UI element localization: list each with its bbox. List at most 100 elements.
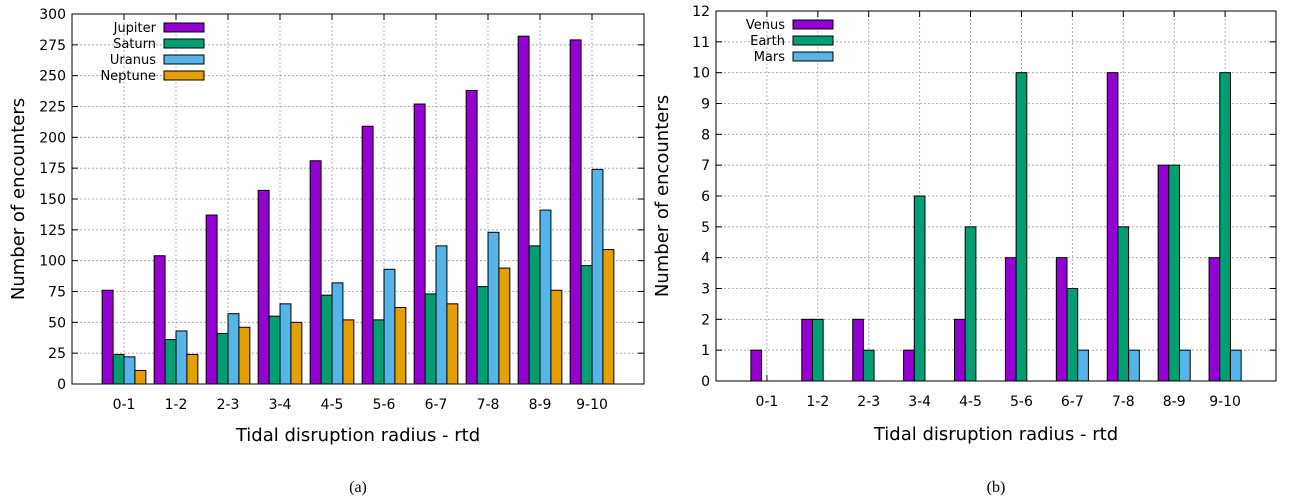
y-tick-label: 0 [701,374,710,390]
bar [580,265,593,385]
bar [465,89,478,385]
y-tick-label: 1 [701,343,710,359]
y-tick-label: 10 [692,66,710,82]
bar [954,318,966,382]
bar [498,267,511,385]
y-axis-label: Number of encounters [652,95,673,297]
bar [1157,164,1170,382]
bar [342,319,355,385]
x-tick-label: 5-6 [373,397,396,413]
bar [331,282,344,385]
y-tick-label: 100 [39,254,66,270]
bar [413,103,426,385]
bar [134,369,147,385]
bar [424,293,437,385]
bar [591,168,604,385]
bar [539,209,552,385]
x-tick-label: 3-4 [269,397,292,413]
y-tick-label: 12 [692,4,710,20]
y-tick-label: 50 [48,315,66,331]
y-tick-label: 2 [701,312,710,328]
bar [238,326,251,385]
legend-label: Saturn [113,37,156,52]
legend-swatch [163,70,205,81]
bar [1208,257,1221,382]
legend-swatch [163,22,205,33]
bar [361,125,374,385]
legend-label: Jupiter [113,21,157,36]
legend-label: Neptune [100,69,156,84]
bar [750,349,763,382]
x-tick-label: 8-9 [1163,394,1186,410]
x-tick-label: 7-8 [477,397,500,413]
bar [801,318,813,382]
x-tick-label: 0-1 [755,394,778,410]
bar [1077,349,1089,382]
bar [112,353,125,385]
bar [175,330,188,385]
bar [517,35,530,385]
y-tick-label: 150 [39,192,66,208]
x-tick-label: 9-10 [1209,394,1241,410]
bar [1004,257,1017,382]
bar [602,249,615,385]
x-tick-label: 7-8 [1112,394,1135,410]
y-tick-label: 300 [39,7,66,23]
y-tick-label: 0 [57,377,66,393]
bar [1229,349,1242,382]
bar [446,303,459,385]
legend-swatch [163,54,205,65]
bar [1219,72,1231,382]
y-tick-label: 6 [701,189,710,205]
bar [1117,226,1130,382]
y-tick-label: 3 [701,282,710,298]
y-tick-label: 200 [39,130,66,146]
plot-frame [71,13,645,385]
y-tick-label: 125 [39,223,66,239]
bar [1055,257,1068,382]
bar [1179,349,1191,382]
bar [279,303,292,385]
chart-0: 0 25 50 75 100 125 150 175 200 225 250 275 300 0-1 1-2… [8,7,645,496]
x-tick-label: 1-2 [165,397,188,413]
bar [1015,72,1028,382]
x-tick-label: 2-3 [857,394,880,410]
bar [964,226,977,382]
legend-label: Mars [754,50,786,65]
x-tick-label: 9-10 [576,397,608,413]
bar [528,245,541,385]
x-tick-label: 5-6 [1010,394,1033,410]
bar [487,231,500,385]
bar [913,195,926,382]
bar [903,349,915,382]
plot-frame [715,10,1277,382]
bar [550,289,563,385]
y-tick-label: 7 [701,158,710,174]
bar [383,268,396,385]
bar [320,294,333,385]
bar [852,318,864,382]
legend-swatch [792,51,834,62]
y-tick-label: 225 [39,100,66,116]
x-tick-label: 1-2 [806,394,829,410]
y-tick-label: 25 [48,346,66,362]
bar [476,286,489,385]
x-tick-label: 6-7 [425,397,448,413]
y-tick-label: 175 [39,161,66,177]
x-axis-label: Tidal disruption radius - rtd [873,424,1118,445]
y-tick-label: 5 [701,220,710,236]
bar [811,318,824,382]
bar [435,245,448,385]
bar [216,332,229,385]
legend-swatch [792,19,834,30]
x-tick-label: 0-1 [113,397,136,413]
y-tick-label: 8 [701,127,710,143]
y-axis-label: Number of encounters [8,98,29,300]
x-tick-label: 4-5 [321,397,344,413]
bar [268,315,281,385]
caption: (a) [349,479,367,496]
bar [227,313,240,385]
bar [164,339,177,385]
y-tick-label: 9 [701,97,710,113]
